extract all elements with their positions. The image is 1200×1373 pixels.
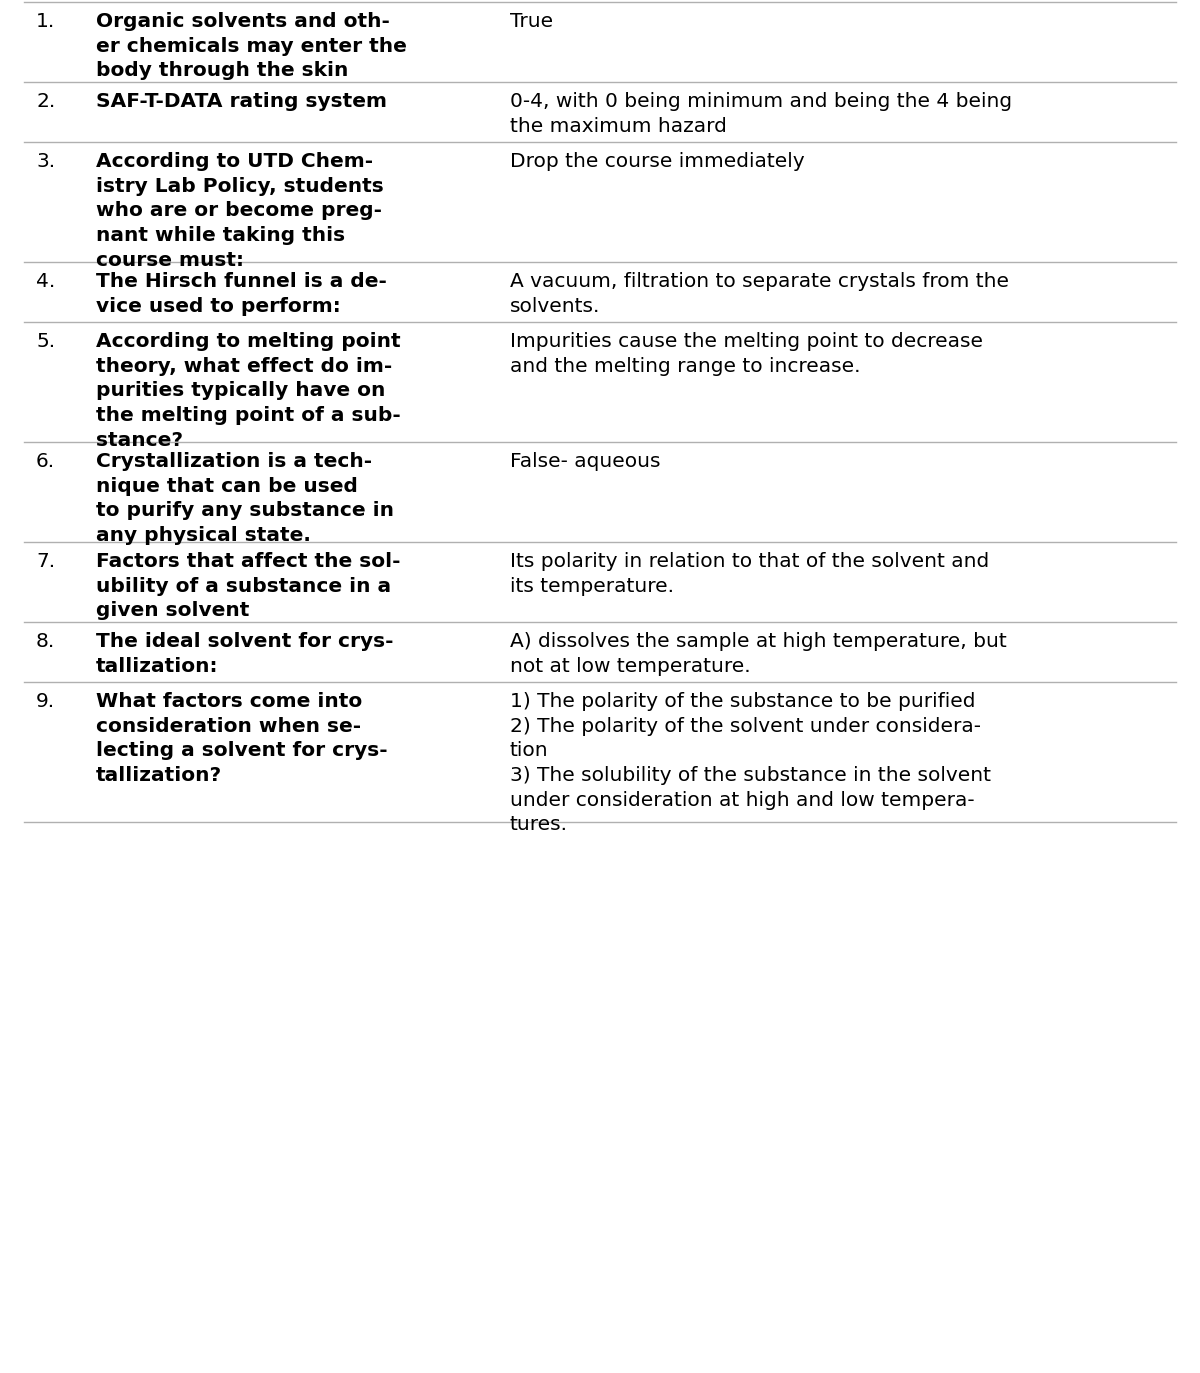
- Text: 7.: 7.: [36, 552, 55, 571]
- Text: Its polarity in relation to that of the solvent and
its temperature.: Its polarity in relation to that of the …: [510, 552, 989, 596]
- Text: Organic solvents and oth-
er chemicals may enter the
body through the skin: Organic solvents and oth- er chemicals m…: [96, 12, 407, 81]
- Text: 8.: 8.: [36, 632, 55, 651]
- Text: 9.: 9.: [36, 692, 55, 711]
- Text: 1) The polarity of the substance to be purified
2) The polarity of the solvent u: 1) The polarity of the substance to be p…: [510, 692, 991, 835]
- Text: The ideal solvent for crys-
tallization:: The ideal solvent for crys- tallization:: [96, 632, 394, 676]
- Text: SAF-T-DATA rating system: SAF-T-DATA rating system: [96, 92, 386, 111]
- Text: Crystallization is a tech-
nique that can be used
to purify any substance in
any: Crystallization is a tech- nique that ca…: [96, 452, 394, 545]
- Text: According to melting point
theory, what effect do im-
purities typically have on: According to melting point theory, what …: [96, 332, 401, 450]
- Text: 3.: 3.: [36, 152, 55, 172]
- Text: A) dissolves the sample at high temperature, but
not at low temperature.: A) dissolves the sample at high temperat…: [510, 632, 1007, 676]
- Text: 0-4, with 0 being minimum and being the 4 being
the maximum hazard: 0-4, with 0 being minimum and being the …: [510, 92, 1012, 136]
- Text: 6.: 6.: [36, 452, 55, 471]
- Text: 1.: 1.: [36, 12, 55, 32]
- Text: 2.: 2.: [36, 92, 55, 111]
- Text: 4.: 4.: [36, 272, 55, 291]
- Text: A vacuum, filtration to separate crystals from the
solvents.: A vacuum, filtration to separate crystal…: [510, 272, 1009, 316]
- Text: According to UTD Chem-
istry Lab Policy, students
who are or become preg-
nant w: According to UTD Chem- istry Lab Policy,…: [96, 152, 384, 270]
- Text: The Hirsch funnel is a de-
vice used to perform:: The Hirsch funnel is a de- vice used to …: [96, 272, 386, 316]
- Text: What factors come into
consideration when se-
lecting a solvent for crys-
talliz: What factors come into consideration whe…: [96, 692, 388, 785]
- Text: Impurities cause the melting point to decrease
and the melting range to increase: Impurities cause the melting point to de…: [510, 332, 983, 376]
- Text: 5.: 5.: [36, 332, 55, 351]
- Text: False- aqueous: False- aqueous: [510, 452, 660, 471]
- Text: True: True: [510, 12, 553, 32]
- Text: Factors that affect the sol-
ubility of a substance in a
given solvent: Factors that affect the sol- ubility of …: [96, 552, 401, 621]
- Text: Drop the course immediately: Drop the course immediately: [510, 152, 805, 172]
